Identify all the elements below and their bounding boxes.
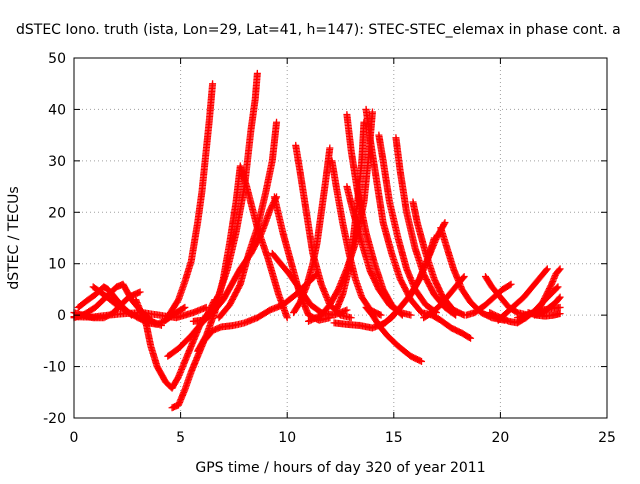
data-series bbox=[343, 183, 415, 319]
x-tick-label: 0 bbox=[70, 430, 79, 446]
data-series bbox=[74, 283, 136, 319]
y-tick-label: 50 bbox=[48, 51, 66, 67]
data-series bbox=[343, 111, 406, 319]
y-tick-label: 0 bbox=[57, 308, 66, 324]
data-point bbox=[554, 283, 562, 291]
grid bbox=[74, 58, 607, 418]
data-point bbox=[459, 274, 467, 282]
chart-title: dSTEC Iono. truth (ista, Lon=29, Lat=41,… bbox=[16, 22, 621, 38]
data-point bbox=[430, 234, 438, 242]
y-tick-label: 30 bbox=[48, 154, 66, 170]
data-series bbox=[215, 118, 281, 322]
data-series bbox=[409, 198, 468, 319]
data-series bbox=[392, 134, 460, 319]
y-tick-label: -10 bbox=[43, 360, 66, 376]
data-point bbox=[542, 266, 550, 274]
data-series bbox=[531, 293, 564, 319]
data-point bbox=[556, 303, 564, 311]
data-point bbox=[377, 311, 385, 319]
data-point bbox=[555, 294, 563, 302]
data-point bbox=[283, 314, 291, 322]
data-point bbox=[418, 357, 426, 365]
data-series bbox=[535, 265, 564, 314]
data-point bbox=[543, 265, 551, 273]
x-tick-label: 15 bbox=[385, 430, 403, 446]
data-point bbox=[467, 334, 475, 342]
data-series bbox=[290, 144, 334, 317]
data-point bbox=[126, 310, 134, 318]
data-point bbox=[553, 284, 561, 292]
data-point bbox=[556, 293, 564, 301]
ticks: 0 5 10 15 20 25 -20 -10 0 10 20 30 40 50 bbox=[43, 51, 616, 446]
x-tick-label: 10 bbox=[278, 430, 296, 446]
x-tick-label: 5 bbox=[176, 430, 185, 446]
data-point bbox=[507, 280, 515, 288]
data-point bbox=[407, 311, 415, 319]
data-point bbox=[506, 281, 514, 289]
data-series bbox=[428, 311, 475, 342]
data-point bbox=[209, 80, 217, 88]
data-point bbox=[368, 108, 376, 116]
plot-frame bbox=[73, 57, 608, 419]
data-series bbox=[494, 265, 551, 324]
data-point bbox=[343, 306, 351, 314]
data-point bbox=[180, 304, 188, 312]
x-axis-label: GPS time / hours of day 320 of year 2011 bbox=[195, 460, 485, 476]
y-axis-label: dSTEC / TECUs bbox=[6, 186, 22, 289]
y-tick-label: 40 bbox=[48, 102, 66, 118]
data-point bbox=[460, 273, 468, 281]
data-point bbox=[273, 118, 281, 126]
data-series bbox=[513, 303, 564, 322]
data-point bbox=[157, 321, 165, 329]
x-tick-label: 25 bbox=[598, 430, 616, 446]
data-layer bbox=[70, 69, 564, 412]
y-tick-label: 10 bbox=[48, 257, 66, 273]
x-tick-label: 20 bbox=[491, 430, 509, 446]
y-tick-label: 20 bbox=[48, 205, 66, 221]
data-point bbox=[556, 310, 564, 318]
data-point bbox=[556, 265, 564, 273]
data-point bbox=[465, 334, 473, 342]
data-point bbox=[347, 314, 355, 322]
data-series bbox=[462, 280, 515, 319]
data-series bbox=[162, 80, 217, 324]
data-point bbox=[253, 69, 261, 77]
data-point bbox=[441, 219, 449, 227]
data-point bbox=[128, 311, 136, 319]
data-point bbox=[326, 144, 334, 152]
data-point bbox=[555, 266, 563, 274]
data-point bbox=[440, 220, 448, 228]
y-tick-label: -20 bbox=[43, 411, 66, 427]
data-point bbox=[181, 303, 189, 311]
data-series bbox=[194, 162, 291, 355]
data-point bbox=[136, 288, 144, 296]
